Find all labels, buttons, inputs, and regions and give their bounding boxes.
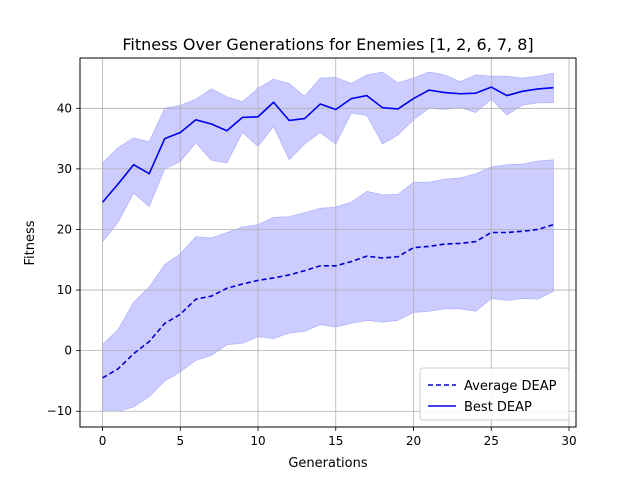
legend: Average DEAP Best DEAP: [419, 367, 570, 421]
chart-title: Fitness Over Generations for Enemies [1,…: [122, 35, 533, 54]
legend-label-best: Best DEAP: [464, 400, 532, 415]
x-axis-label: Generations: [288, 456, 368, 471]
legend-label-average: Average DEAP: [464, 379, 557, 394]
x-tick-label: 5: [176, 434, 184, 448]
axes-frame: [79, 57, 577, 428]
x-tick-label: 15: [328, 434, 343, 448]
x-tick-label: 0: [99, 434, 107, 448]
x-tick-label: 30: [561, 434, 576, 448]
y-axis-label: Fitness: [23, 220, 38, 265]
series-lines: [101, 86, 554, 379]
y-tick-label: 10: [57, 283, 72, 297]
y-tick-label: −10: [47, 404, 72, 418]
y-tick-label: 0: [64, 344, 72, 358]
series-line-average-deap: [102, 223, 554, 379]
y-tick-label: 20: [57, 222, 72, 236]
x-tick-label: 20: [406, 434, 421, 448]
legend-box: [419, 367, 570, 421]
x-axis-ticks: 0 5 10 15 20 25 30: [99, 427, 577, 448]
y-tick-label: 30: [57, 162, 72, 176]
y-tick-label: 40: [57, 101, 72, 115]
grid-lines: [80, 58, 576, 427]
series-line-best-deap: [101, 86, 554, 203]
x-tick-label: 10: [250, 434, 265, 448]
x-tick-label: 25: [484, 434, 499, 448]
y-axis-ticks: −10 0 10 20 30 40: [47, 101, 80, 418]
